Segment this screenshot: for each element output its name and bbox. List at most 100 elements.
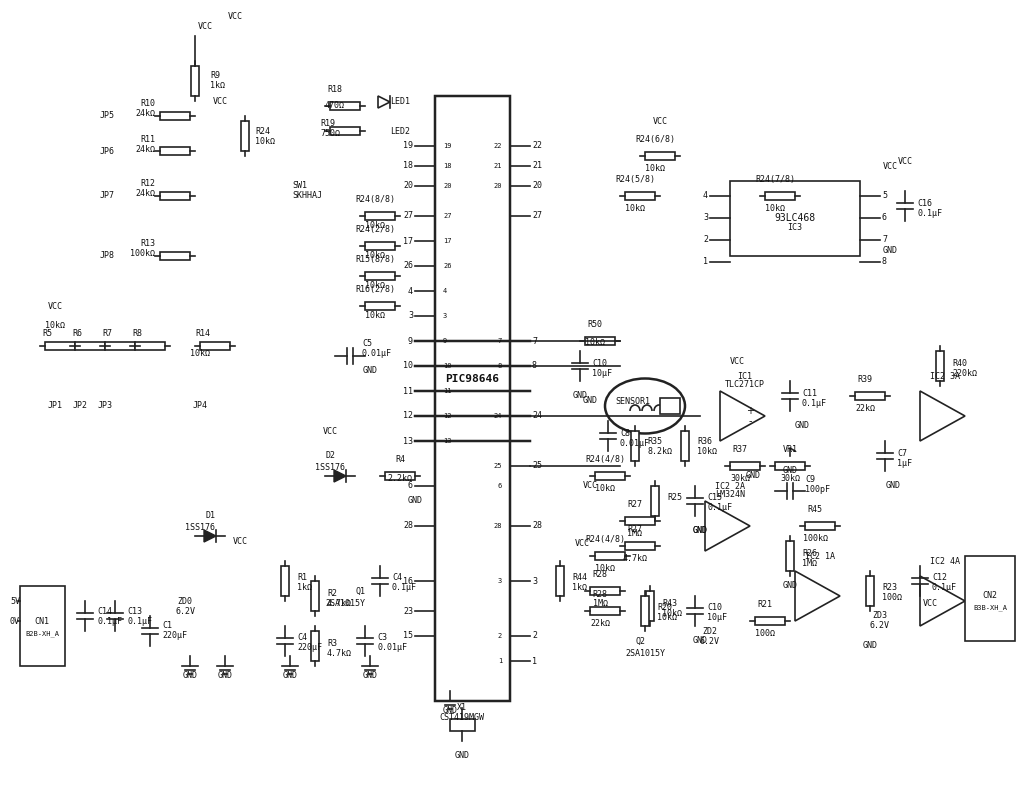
Text: 21: 21 [494,163,502,169]
Bar [786,541,794,571]
Text: R16(2/8): R16(2/8) [355,285,395,294]
Text: C1: C1 [162,622,173,630]
Text: GND: GND [783,581,797,590]
Text: VCC: VCC [583,482,597,490]
Polygon shape [920,391,965,441]
Text: GND: GND [583,396,597,405]
Text: GND: GND [863,641,877,650]
Bar [20,586,65,666]
Polygon shape [204,530,216,542]
Text: 10: 10 [443,363,451,369]
Text: VCC: VCC [922,599,938,607]
Text: 12: 12 [403,412,413,420]
Text: 28: 28 [494,523,502,529]
Text: R12: R12 [140,180,155,189]
Bar [385,472,415,480]
Text: 22kΩ: 22kΩ [590,619,611,628]
Text: 6.2V: 6.2V [175,607,195,615]
Text: 4: 4 [703,192,708,201]
Text: 20: 20 [403,181,413,190]
Text: GND: GND [794,421,810,430]
Text: 18: 18 [443,163,451,169]
Text: 24kΩ: 24kΩ [135,189,155,198]
Text: 470Ω: 470Ω [325,101,345,110]
Text: R28: R28 [593,590,607,599]
Text: C15: C15 [707,494,722,502]
Text: 10kΩ: 10kΩ [365,311,385,320]
Text: R21: R21 [757,600,773,609]
Text: SW1: SW1 [292,181,307,190]
Text: R18: R18 [327,85,343,94]
Bar [625,542,655,550]
Text: 2: 2 [498,633,502,639]
Bar [241,121,249,151]
Text: 12: 12 [443,413,451,419]
Text: 7: 7 [498,338,502,344]
Text: R13: R13 [140,240,155,248]
Bar [450,719,475,731]
Text: 20: 20 [494,183,502,189]
Bar [595,472,625,480]
Text: R37: R37 [732,445,748,454]
Text: C5: C5 [362,340,372,349]
Text: R1: R1 [298,573,307,583]
Text: 1: 1 [498,658,502,664]
Text: LED2: LED2 [390,127,410,135]
Text: 10: 10 [403,361,413,370]
Bar [755,617,785,625]
Text: 1: 1 [532,657,537,665]
Text: 10kΩ: 10kΩ [255,136,275,146]
Text: JP3: JP3 [97,401,113,411]
Text: C3: C3 [377,634,387,642]
Text: 26: 26 [403,262,413,271]
Text: R23: R23 [882,583,897,592]
Text: JP7: JP7 [100,192,115,201]
Bar [775,462,805,470]
Text: 0V: 0V [10,616,20,626]
Text: GND: GND [882,246,898,255]
Text: R6: R6 [72,330,82,338]
Bar [365,242,395,250]
Text: 20: 20 [443,183,451,189]
Text: R44: R44 [572,573,587,583]
Text: R10: R10 [140,100,155,108]
Text: GND: GND [692,526,708,535]
Text: GND: GND [783,466,797,475]
Text: R20: R20 [657,603,672,612]
Text: C14: C14 [97,607,112,615]
Text: GND: GND [363,366,377,375]
Text: 1SS176: 1SS176 [315,463,345,473]
Bar [965,556,1015,641]
Text: 0.1μF: 0.1μF [392,583,417,592]
Text: 15: 15 [403,631,413,641]
Text: R24(5/8): R24(5/8) [615,175,655,184]
Text: IC2 1A: IC2 1A [805,552,835,561]
Bar [200,342,230,350]
Text: R26: R26 [802,548,817,557]
Text: R24(2/8): R24(2/8) [355,225,395,234]
Bar [590,607,620,615]
Text: 10kΩ: 10kΩ [595,564,615,573]
Text: +: + [746,406,754,416]
Bar [651,486,659,516]
Text: 93LC468: 93LC468 [775,213,816,223]
Text: R24(8/8): R24(8/8) [355,195,395,204]
Text: 2.2kΩ: 2.2kΩ [387,474,412,483]
Text: 2SA1015Y: 2SA1015Y [625,649,665,657]
Bar [556,566,564,596]
Text: 1MΩ: 1MΩ [627,529,643,538]
Text: R11: R11 [140,135,155,143]
Text: VCC: VCC [48,302,63,311]
Text: 220kΩ: 220kΩ [952,369,977,377]
Text: 4.7kΩ: 4.7kΩ [327,599,352,607]
Text: 100kΩ: 100kΩ [130,249,155,259]
Bar [765,192,795,200]
Text: 22kΩ: 22kΩ [855,404,875,413]
Text: 17: 17 [443,238,451,244]
Bar [105,342,135,350]
Text: 2SA1015Y: 2SA1015Y [325,599,365,607]
Bar [281,566,289,596]
Text: 6.2V: 6.2V [870,622,890,630]
Text: 24: 24 [494,413,502,419]
Text: 100pF: 100pF [805,485,829,494]
